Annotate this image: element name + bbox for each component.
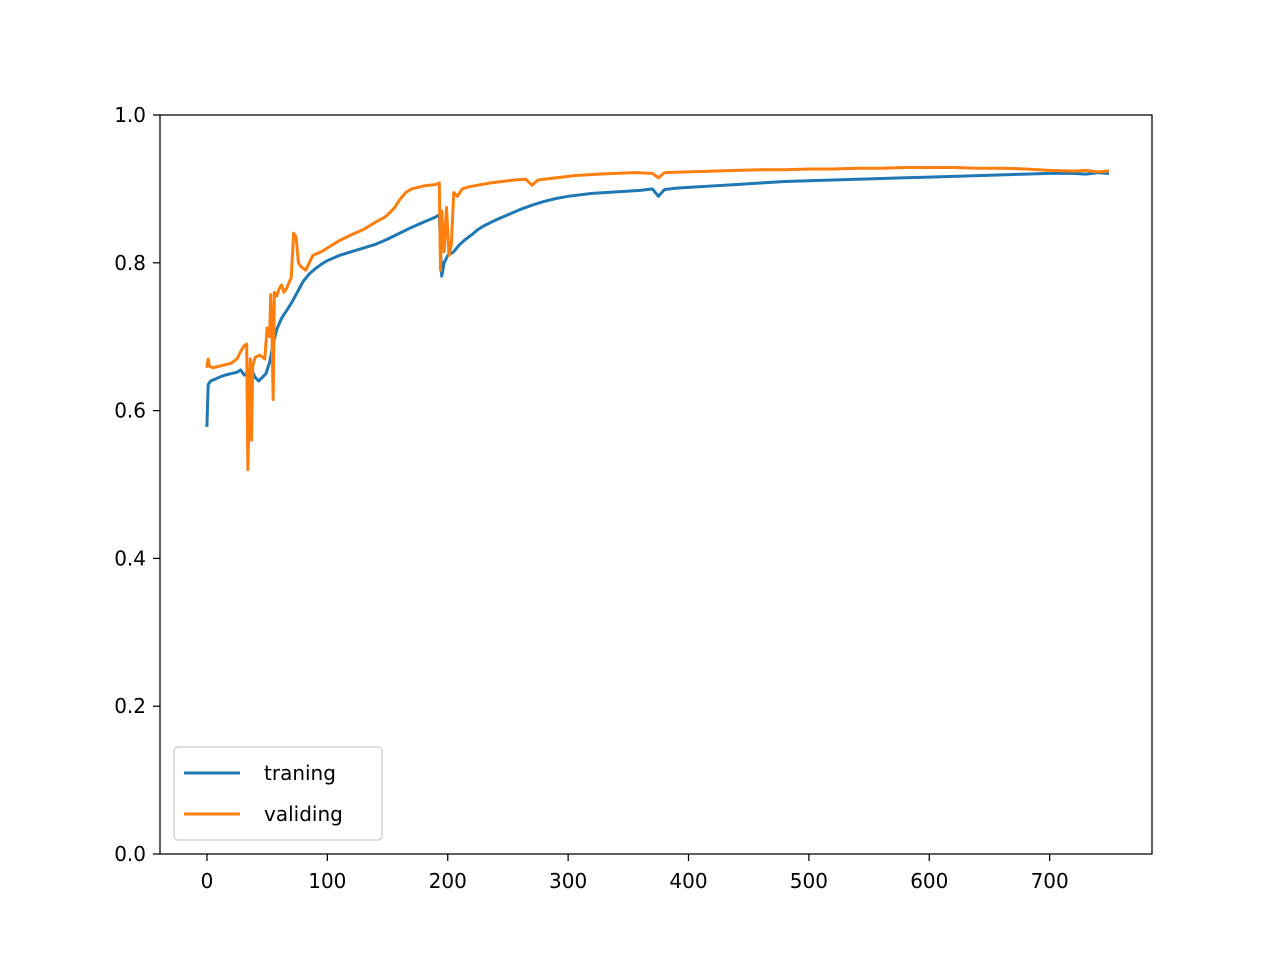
x-tick-label: 500 [790, 869, 828, 893]
x-tick-label: 100 [308, 869, 346, 893]
y-tick-label: 0.6 [114, 399, 146, 423]
y-tick-label: 0.2 [114, 694, 146, 718]
y-tick-label: 0.0 [114, 842, 146, 866]
x-tick-label: 0 [201, 869, 214, 893]
y-tick-label: 0.4 [114, 546, 146, 570]
series-layer [205, 165, 1110, 472]
legend-label-traning: traning [264, 761, 336, 785]
x-tick-label: 400 [669, 869, 707, 893]
series-line-validing [205, 165, 1110, 472]
series-line-traning [205, 171, 1110, 427]
plot-area [159, 114, 1153, 855]
x-tick-label: 600 [910, 869, 948, 893]
x-tick-label: 300 [549, 869, 587, 893]
y-tick-label: 0.8 [114, 251, 146, 275]
legend-label-validing: validing [264, 802, 343, 826]
x-axis: 0 100 200 300 400 500 600 700 [201, 854, 1069, 893]
legend-box [173, 746, 383, 841]
x-tick-label: 700 [1031, 869, 1069, 893]
y-axis: 0.0 0.2 0.4 0.6 0.8 1.0 [114, 103, 160, 866]
y-tick-label: 1.0 [114, 103, 146, 127]
axes-frame [159, 114, 1153, 855]
legend: traning validing [173, 746, 383, 841]
x-tick-label: 200 [429, 869, 467, 893]
